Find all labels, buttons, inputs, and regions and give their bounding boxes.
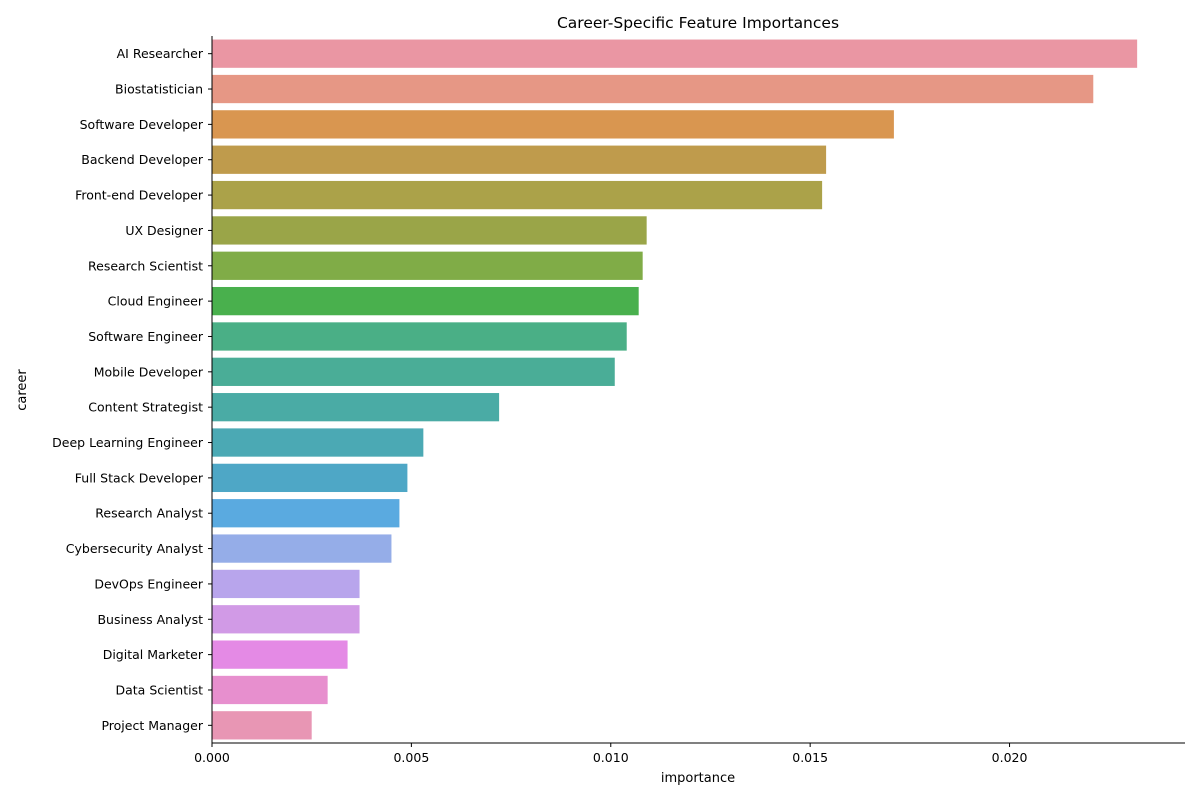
bar-deep-learning-engineer [212,428,424,457]
bar-digital-marketer [212,640,348,669]
bar-project-manager [212,711,312,740]
plot-frame-bottom [211,742,1185,744]
y-tick-label-research-scientist: Research Scientist [88,258,203,273]
y-tick-label-software-engineer: Software Engineer [88,329,204,344]
plot-frame-left [211,36,213,743]
y-tick-label-software-developer: Software Developer [80,117,204,132]
y-tick-label-full-stack-developer: Full Stack Developer [75,470,204,485]
x-tick-label: 0.020 [992,750,1028,765]
bar-front-end-developer [212,180,823,210]
bar-mobile-developer [212,357,615,386]
y-tick-label-deep-learning-engineer: Deep Learning Engineer [52,435,204,450]
bar-biostatistician [212,74,1094,104]
bar-cybersecurity-analyst [212,534,392,563]
y-tick-labels: AI Researcher Biostatistician Software Dev… [52,46,212,733]
bar-content-strategist [212,393,500,422]
bar-ai-researcher [212,39,1138,68]
x-tick-label: 0.015 [792,750,828,765]
bar-software-engineer [212,322,627,351]
y-tick-label-cybersecurity-analyst: Cybersecurity Analyst [66,541,203,556]
x-tick-label: 0.005 [393,750,429,765]
y-tick-label-content-strategist: Content Strategist [88,400,203,415]
y-tick-label-cloud-engineer: Cloud Engineer [108,294,204,309]
bar-cloud-engineer [212,286,639,316]
y-tick-label-ai-researcher: AI Researcher [117,46,204,61]
y-tick-label-research-analyst: Research Analyst [95,506,203,521]
y-tick-label-ux-designer: UX Designer [125,223,204,238]
bar-ux-designer [212,216,647,245]
y-tick-label-biostatistician: Biostatistician [115,82,203,97]
y-tick-label-devops-engineer: DevOps Engineer [94,576,204,591]
y-tick-label-mobile-developer: Mobile Developer [94,364,204,379]
y-axis-title: career [15,369,30,411]
bar-business-analyst [212,605,360,634]
bars-group [212,39,1138,740]
bar-research-scientist [212,251,643,280]
x-tick-label: 0.000 [194,750,230,765]
bar-software-developer [212,110,894,139]
y-tick-label-backend-developer: Backend Developer [81,152,204,167]
x-axis-title: importance [661,771,735,786]
y-tick-label-business-analyst: Business Analyst [97,612,203,627]
bar-backend-developer [212,145,827,174]
x-axis-ticks: 0.000 0.005 0.010 0.015 0.020 [194,743,1027,765]
y-tick-label-front-end-developer: Front-end Developer [75,188,204,203]
bar-devops-engineer [212,569,360,599]
bar-data-scientist [212,675,328,705]
bar-full-stack-developer [212,463,408,493]
bar-research-analyst [212,499,400,528]
chart-title: Career-Specific Feature Importances [557,14,839,32]
y-tick-label-project-manager: Project Manager [101,718,203,733]
y-tick-label-data-scientist: Data Scientist [116,682,204,697]
y-tick-label-digital-marketer: Digital Marketer [103,647,204,662]
x-tick-label: 0.010 [593,750,629,765]
